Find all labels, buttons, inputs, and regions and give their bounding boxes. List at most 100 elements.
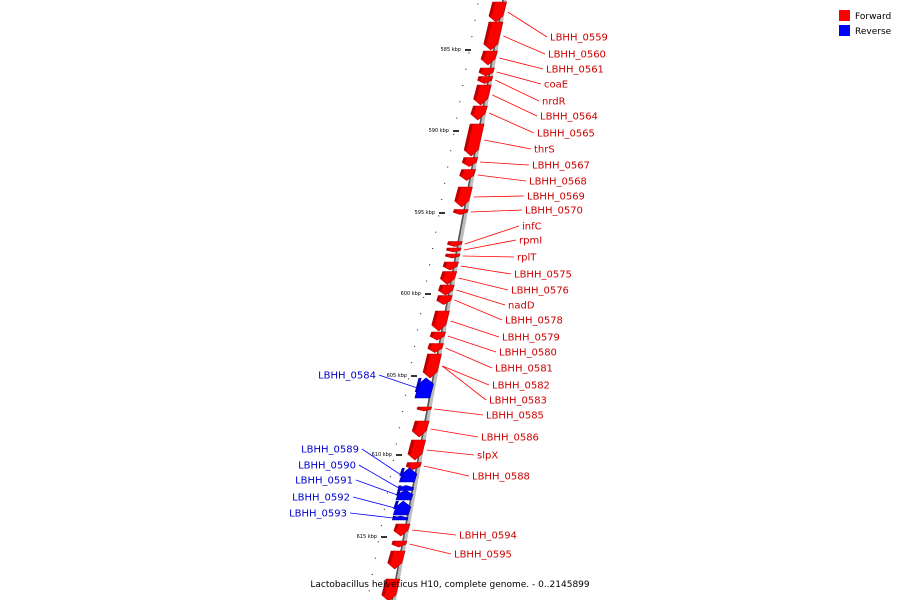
gene-label[interactable]: LBHH_0579 <box>502 333 560 344</box>
gene-label[interactable]: LBHH_0568 <box>529 177 587 188</box>
gene-shade <box>480 51 487 59</box>
leader-line <box>358 464 399 489</box>
gene-shade <box>473 85 481 99</box>
leader-line <box>378 374 418 389</box>
gene-label[interactable]: LBHH_0583 <box>489 396 547 407</box>
gene-label[interactable]: LBHH_0561 <box>546 65 604 76</box>
gene-shade <box>464 124 474 150</box>
leader-line <box>434 408 484 416</box>
gene-shade <box>440 271 446 279</box>
gene-label[interactable]: LBHH_0578 <box>505 316 563 327</box>
leader-line <box>484 139 532 150</box>
gene-label[interactable]: LBHH_0581 <box>495 364 553 375</box>
tick-marks: 585 kbp 590 kbp 595 kbp 600 kbp 605 kbp 610 k… <box>357 3 479 592</box>
leader-line <box>495 79 540 102</box>
gene-shade <box>446 248 451 251</box>
gene-label[interactable]: LBHH_0592 <box>292 493 350 504</box>
tick-label: 600 kbp <box>401 291 421 297</box>
leader-line <box>462 255 515 258</box>
gene-shade <box>478 68 484 73</box>
gene-label[interactable]: LBHH_0580 <box>499 348 557 359</box>
gene-label[interactable]: LBHH_0569 <box>527 192 585 203</box>
gene-shade <box>438 285 444 291</box>
forward-gene[interactable] <box>477 76 494 84</box>
tick-label: 605 kbp <box>387 373 407 379</box>
gene-label[interactable]: coaE <box>544 80 568 91</box>
leader-line <box>450 320 500 338</box>
gene-label[interactable]: slpX <box>477 451 498 462</box>
gene-shade <box>454 187 462 201</box>
leader-line <box>480 161 530 166</box>
gene-label[interactable]: LBHH_0585 <box>486 411 544 422</box>
tick-label: 595 kbp <box>415 210 435 216</box>
leader-line <box>463 239 517 251</box>
leader-line <box>454 299 503 321</box>
gene-shade <box>483 22 492 44</box>
tick-label: 590 kbp <box>429 128 449 134</box>
gene-features <box>381 1 508 600</box>
gene-label[interactable]: LBHH_0559 <box>550 33 608 44</box>
gene-label[interactable]: LBHH_0586 <box>481 433 539 444</box>
gene-shade <box>462 157 467 163</box>
gene-label[interactable]: LBHH_0570 <box>525 206 583 217</box>
leader-line <box>499 57 544 70</box>
gene-label[interactable]: infC <box>522 222 542 233</box>
gene-shade <box>381 579 389 595</box>
gene-shade <box>431 311 439 325</box>
gene-label[interactable]: LBHH_0591 <box>295 476 353 487</box>
gene-label[interactable]: rplT <box>517 253 537 264</box>
gene-label[interactable]: LBHH_0560 <box>548 50 606 61</box>
gene-label[interactable]: LBHH_0567 <box>532 161 590 172</box>
legend-forward-swatch <box>839 10 850 21</box>
leader-line <box>507 11 548 38</box>
legend-forward-label: Forward <box>855 12 891 22</box>
gene-label[interactable]: LBHH_0594 <box>459 531 517 542</box>
gene-label[interactable]: LBHH_0584 <box>318 371 376 382</box>
leader-line <box>355 479 398 496</box>
leader-line <box>492 94 538 117</box>
gene-label[interactable]: LBHH_0590 <box>298 461 356 472</box>
leader-line <box>503 35 546 55</box>
leader-line <box>473 195 525 198</box>
gene-label[interactable]: rpmI <box>519 236 542 247</box>
forward-gene[interactable] <box>445 247 462 253</box>
gene-shade <box>393 524 400 531</box>
gene-label[interactable]: LBHH_0593 <box>289 509 347 520</box>
gene-shade <box>391 541 396 545</box>
legend: Forward Reverse <box>839 10 892 37</box>
leader-line <box>470 209 523 213</box>
gene-shade <box>423 354 431 372</box>
leader-line <box>409 543 452 555</box>
gene-shade <box>412 421 419 431</box>
forward-gene[interactable] <box>405 462 422 470</box>
leader-line <box>411 529 457 536</box>
leader-line <box>442 365 487 401</box>
leader-line <box>477 174 527 182</box>
gene-label[interactable]: LBHH_0595 <box>454 550 512 561</box>
gene-shade <box>416 407 421 410</box>
legend-reverse-label: Reverse <box>855 27 892 37</box>
forward-gene[interactable] <box>391 540 408 548</box>
gene-label[interactable]: nrdR <box>542 97 566 108</box>
gene-shade <box>387 551 395 563</box>
gene-label[interactable]: LBHH_0589 <box>301 445 359 456</box>
leader-line <box>496 71 542 85</box>
gene-label[interactable]: LBHH_0576 <box>511 286 569 297</box>
gene-shade <box>427 343 433 349</box>
gene-label[interactable]: LBHH_0588 <box>472 472 530 483</box>
tick-label: 610 kbp <box>372 452 392 458</box>
forward-gene[interactable] <box>447 241 463 247</box>
gene-label[interactable]: nadD <box>508 301 535 312</box>
leader-line <box>488 112 535 134</box>
gene-label[interactable]: thrS <box>534 145 555 156</box>
legend-reverse-swatch <box>839 25 850 36</box>
gene-shade <box>477 76 482 81</box>
gene-label[interactable]: LBHH_0582 <box>492 381 550 392</box>
gene-label[interactable]: LBHH_0564 <box>540 112 598 123</box>
gene-label[interactable]: LBHH_0575 <box>514 270 572 281</box>
gene-shade <box>470 106 477 114</box>
leader-line <box>445 347 493 369</box>
leader-line <box>460 265 512 275</box>
gene-label[interactable]: LBHH_0565 <box>537 129 595 140</box>
tick-label: 585 kbp <box>441 47 461 53</box>
